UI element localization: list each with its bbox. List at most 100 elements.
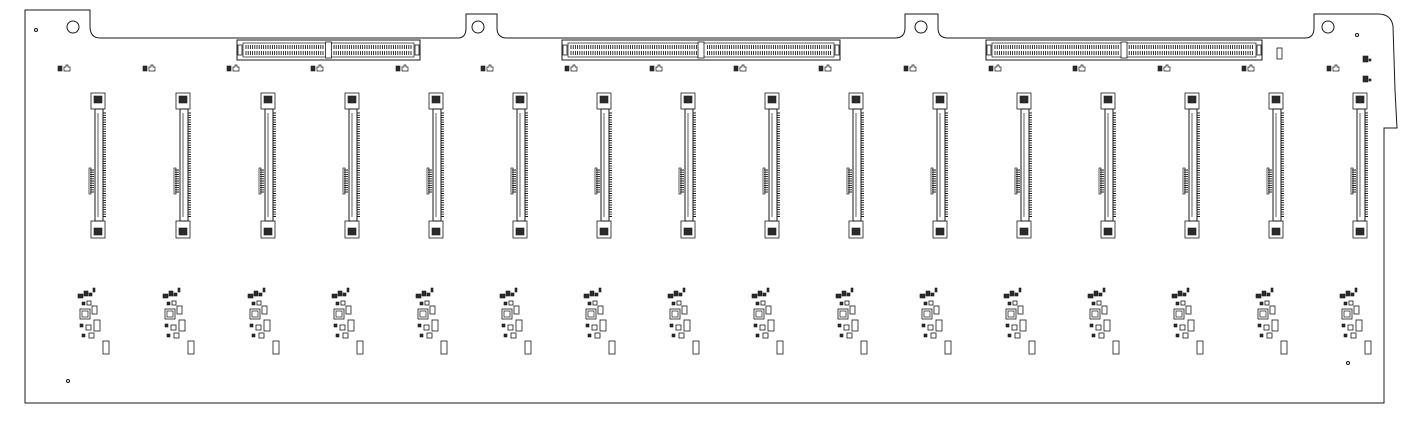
cluster-part xyxy=(510,332,517,339)
cluster-part xyxy=(421,290,427,297)
cluster-capacitor xyxy=(93,319,101,332)
led-body xyxy=(310,65,316,72)
component-cluster xyxy=(247,287,280,355)
slot-side-bracket xyxy=(510,167,514,195)
cluster-part xyxy=(927,324,934,331)
slot-side-bracket xyxy=(594,167,598,195)
slot-body xyxy=(1020,108,1030,222)
cluster-part xyxy=(751,293,758,299)
cluster-ic-core xyxy=(671,310,679,318)
cluster-ic-core xyxy=(335,310,343,318)
cluster-part xyxy=(930,332,937,339)
small-vias xyxy=(34,28,1359,383)
drive-bay-slot xyxy=(1014,92,1032,239)
cluster-part xyxy=(92,287,96,293)
slot-latch-insert xyxy=(1019,227,1029,236)
cluster-capacitor xyxy=(178,319,186,332)
edge-connector xyxy=(561,39,841,61)
led-body xyxy=(903,65,909,72)
cluster-part xyxy=(923,301,928,306)
cluster-part xyxy=(678,332,685,339)
cluster-part xyxy=(83,290,89,297)
cluster-ic-core xyxy=(81,310,89,318)
cluster-part xyxy=(251,333,256,338)
cluster-part xyxy=(1350,292,1355,297)
led-indicator xyxy=(733,64,747,72)
led-body xyxy=(57,65,63,72)
component-cluster xyxy=(1255,287,1288,355)
slot-body xyxy=(264,108,274,222)
cluster-part xyxy=(675,324,682,331)
led-body xyxy=(480,65,486,72)
cluster-ic-core xyxy=(1343,310,1351,318)
cluster-part xyxy=(589,290,595,297)
connector-latch xyxy=(1256,44,1262,56)
cluster-part xyxy=(81,333,86,338)
slot-latch-insert xyxy=(1271,95,1281,104)
slot-pins xyxy=(693,112,696,217)
slot-pins xyxy=(777,112,780,217)
cluster-part xyxy=(592,300,598,306)
drive-bay-slot xyxy=(594,92,612,239)
slot-body xyxy=(936,108,946,222)
cluster-part xyxy=(1012,300,1018,306)
cluster-ic xyxy=(1089,308,1101,320)
cluster-part xyxy=(849,305,856,315)
slot-latch-insert xyxy=(263,227,273,236)
led-footprint xyxy=(316,64,324,72)
cluster-part xyxy=(258,292,263,297)
cluster-part xyxy=(1266,332,1273,339)
cluster-part xyxy=(166,301,171,306)
cluster-part xyxy=(755,333,760,338)
drive-bay-slot xyxy=(762,92,780,239)
right-edge-part xyxy=(1362,75,1369,83)
connector-latch xyxy=(237,44,243,56)
cluster-part xyxy=(173,332,180,339)
slot-latch-insert xyxy=(347,95,357,104)
cluster-part xyxy=(839,333,844,338)
cluster-part xyxy=(499,293,506,299)
cluster-ic xyxy=(501,308,513,320)
connector-body xyxy=(236,39,421,61)
slot-pins xyxy=(1029,112,1032,217)
cluster-ic xyxy=(333,308,345,320)
cluster-part xyxy=(762,332,769,339)
cluster-part xyxy=(1095,324,1102,331)
led-footprint xyxy=(1332,64,1340,72)
cluster-part xyxy=(1091,301,1096,306)
component-cluster xyxy=(583,287,616,355)
cluster-part xyxy=(342,332,349,339)
top-row-components xyxy=(57,47,1340,72)
cluster-part xyxy=(1180,300,1186,306)
cluster-part xyxy=(843,324,850,331)
cluster-part xyxy=(1018,287,1022,293)
cluster-part xyxy=(1347,324,1354,331)
cluster-part xyxy=(760,300,766,306)
cluster-part xyxy=(1175,333,1180,338)
edge-connector xyxy=(985,39,1263,61)
slot-side-pins xyxy=(596,169,600,193)
slot-latch-insert xyxy=(935,95,945,104)
cluster-capacitor xyxy=(1271,319,1279,332)
cluster-part xyxy=(1259,301,1264,306)
component-cluster xyxy=(667,287,700,355)
led-footprint xyxy=(486,64,494,72)
cluster-part xyxy=(508,300,514,306)
cluster-capacitor xyxy=(1196,340,1204,355)
slot-pins xyxy=(1365,112,1368,217)
slot-side-bracket xyxy=(678,167,682,195)
cluster-part xyxy=(933,305,940,315)
cluster-capacitor xyxy=(272,340,280,355)
slot-latch-insert xyxy=(347,227,357,236)
cluster-ic-core xyxy=(587,310,595,318)
via-hole xyxy=(1355,33,1359,37)
led-body xyxy=(1157,65,1163,72)
mounting-hole xyxy=(914,20,928,34)
cluster-part xyxy=(88,292,93,297)
slot-pins xyxy=(861,112,864,217)
cluster-capacitor xyxy=(944,340,952,355)
connector-pins xyxy=(245,45,412,55)
slot-body xyxy=(1104,108,1114,222)
cluster-ic-core xyxy=(1091,310,1099,318)
cluster-part xyxy=(1005,323,1010,328)
